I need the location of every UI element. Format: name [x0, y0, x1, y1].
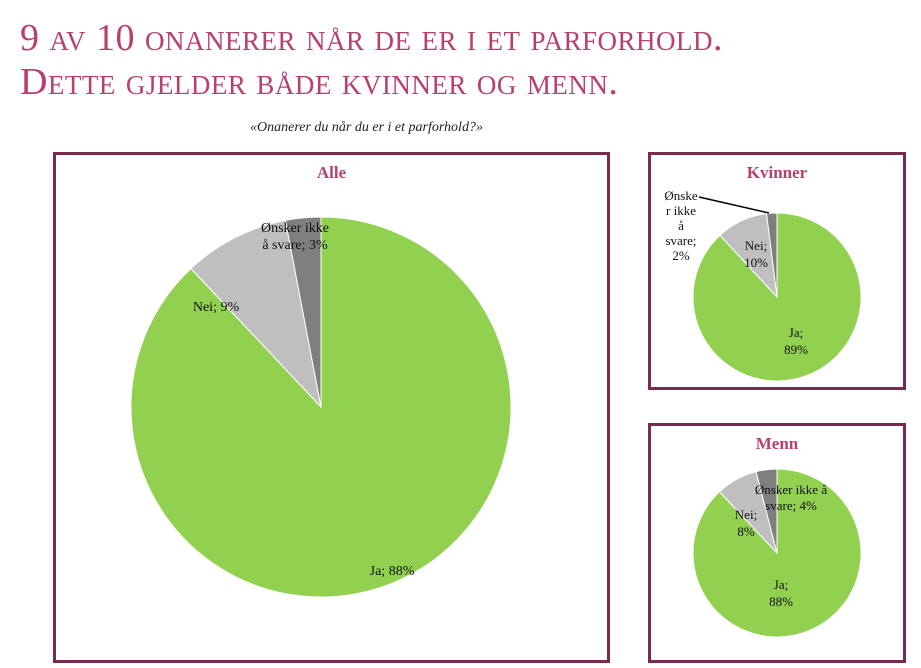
- pie-chart-alle: Ja; 88% Nei; 9% Ønsker ikke å svare; 3%: [130, 216, 512, 598]
- pie-chart-menn: Ja; 88% Nei; 8%Ønsker ikke å svare; 4%: [692, 468, 862, 638]
- chart-title-kvinner: Kvinner: [746, 163, 808, 182]
- pie-chart-kvinner: Ja; 89% Nei; 10% Ønske r ikke å svare; 2%: [664, 188, 862, 382]
- chart-panel-menn: Menn Ja; 88% Nei; 8% Ønsker ikke å svare; 4%: [648, 423, 906, 663]
- chart-title-menn: Menn: [755, 434, 799, 453]
- data-label-onsker-ikke: Ønske r ikke å svare; 2%: [664, 188, 697, 263]
- title-line-2: Dette gjelder både kvinner og menn.: [20, 61, 619, 103]
- data-label-ja: Ja; 88%: [370, 564, 415, 579]
- data-label-nei: Nei; 10%: [744, 238, 768, 270]
- data-label-onsker-ikke: Ønsker ikke å svare; 3%: [261, 221, 329, 253]
- title-line-1: 9 av 10 onanerer når de er i et parforho…: [20, 17, 724, 59]
- pie-slice-ja: [692, 468, 862, 638]
- data-label-ja: Ja; 89%: [784, 325, 808, 357]
- pie-slice-ja: [692, 212, 862, 382]
- label-leader-line: [698, 196, 770, 214]
- page-title: 9 av 10 onanerer når de er i et parforho…: [20, 16, 723, 104]
- chart-title-alle: Alle: [316, 163, 347, 182]
- data-label-nei: Nei; 8%: [735, 507, 757, 539]
- chart-panel-alle: Alle Ja; 88% Nei; 9% Ønsker ikke å svare; 3…: [53, 152, 610, 663]
- data-label-ja: Ja; 88%: [769, 577, 793, 609]
- data-label-onsker-ikke: Ønsker ikke å svare; 4%: [755, 482, 827, 513]
- chart-panel-kvinner: Kvinner Ja; 89% Nei; 10% Ønske r ikke å svare; 2…: [648, 152, 906, 390]
- pie-slice-onsker-ikke: [755, 468, 778, 554]
- survey-question: «Onanerer du når du er i et parforhold?»: [250, 120, 483, 135]
- pie-slice-onsker-ikke: [284, 216, 322, 408]
- pie-slice-nei: [190, 219, 322, 409]
- pie-slice-onsker-ikke: [766, 212, 778, 298]
- data-label-nei: Nei; 9%: [193, 300, 240, 315]
